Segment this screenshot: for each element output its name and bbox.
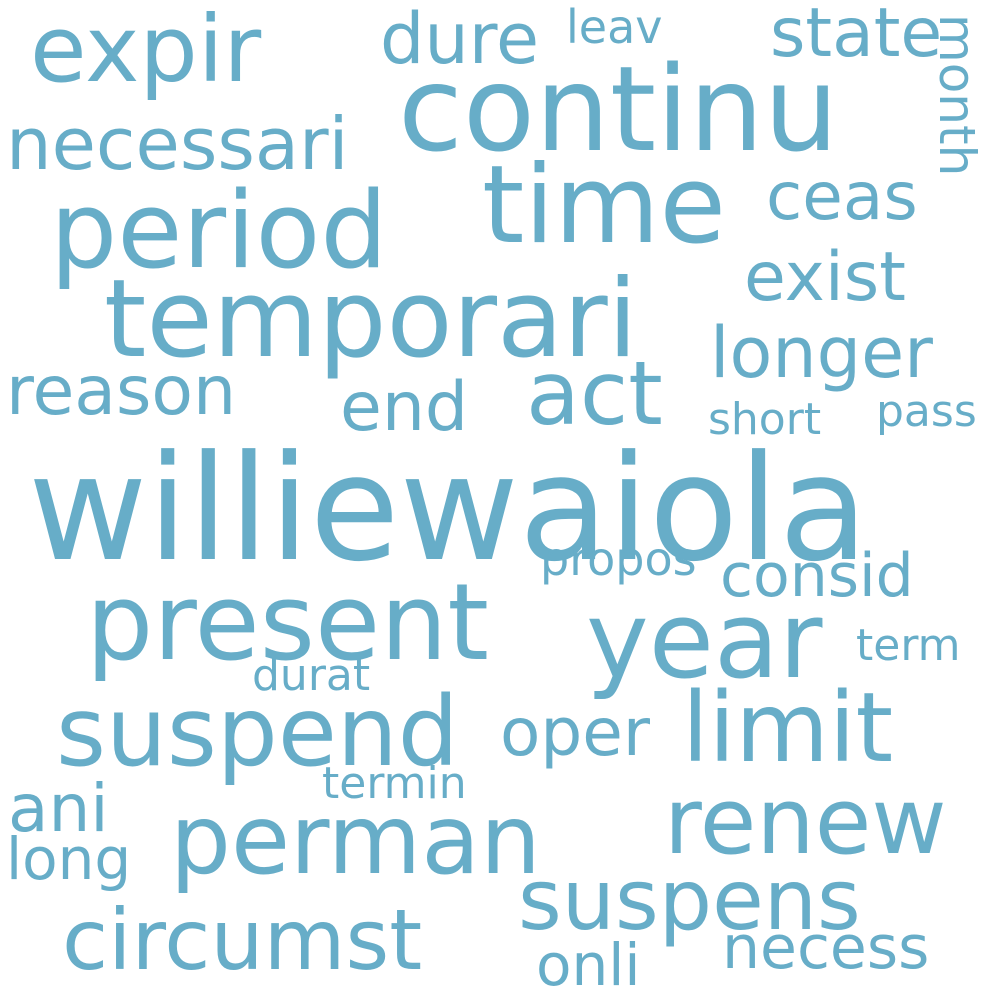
word-year: year <box>586 579 823 702</box>
word-perman: perman <box>170 784 541 896</box>
word-suspend: suspend <box>56 676 459 788</box>
word-present: present <box>86 561 489 684</box>
word-renew: renew <box>664 768 947 875</box>
word-longer: longer <box>710 312 933 394</box>
word-temporari: temporari <box>104 257 638 382</box>
word-limit: limit <box>682 672 894 784</box>
word-circumst: circumst <box>62 891 423 989</box>
word-ani: ani <box>8 770 109 847</box>
word-period: period <box>50 169 388 292</box>
word-necessari: necessari <box>6 102 349 186</box>
word-leav: leav <box>566 0 663 54</box>
word-ceas: ceas <box>766 158 918 235</box>
word-continu: continu <box>398 40 839 178</box>
word-exist: exist <box>744 238 906 317</box>
word-end: end <box>340 368 469 447</box>
word-durat: durat <box>252 650 371 701</box>
word-state: state <box>770 0 943 73</box>
word-act: act <box>526 342 663 445</box>
word-month: month <box>928 14 986 177</box>
word-williewaiola: williewaiola <box>28 424 869 594</box>
word-expir: expir <box>30 0 262 103</box>
word-dure: dure <box>380 0 540 80</box>
word-termin: termin <box>322 758 467 809</box>
word-necess: necess <box>722 913 930 983</box>
word-short: short <box>708 394 822 445</box>
word-term: term <box>856 620 961 671</box>
word-pass: pass <box>876 386 977 437</box>
word-reason: reason <box>6 352 237 431</box>
word-long: long <box>6 825 132 893</box>
word-onli: onli <box>536 931 641 999</box>
word-propos: propos <box>540 532 697 586</box>
word-oper: oper <box>500 694 651 771</box>
word-consid: consid <box>720 541 914 611</box>
word-time: time <box>482 143 727 268</box>
word-suspens: suspens <box>518 851 861 949</box>
